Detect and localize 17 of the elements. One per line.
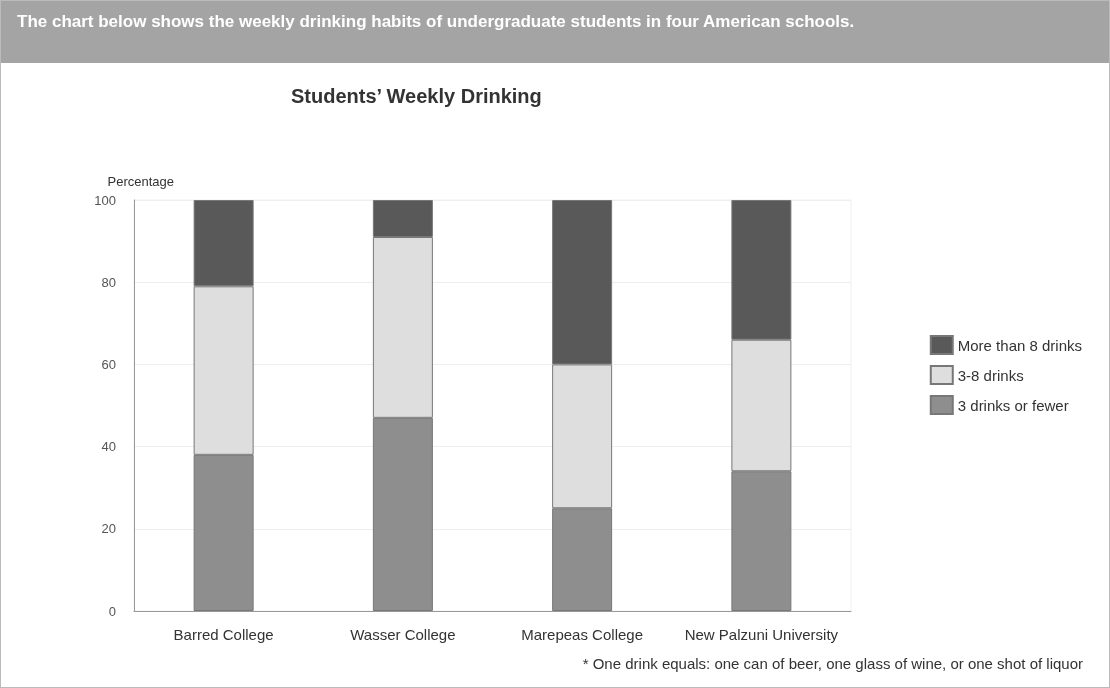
y-tick-label: 20 [101, 521, 116, 537]
y-tick-label: 60 [101, 356, 116, 372]
x-tick-label: New Palzuni University [684, 626, 839, 643]
chart-title: Students’ Weekly Drinking [291, 85, 542, 107]
text: * One drink equals: one can of beer, one glass of wine, or one shot of liquor [582, 655, 1084, 672]
y-tick-label: 40 [101, 439, 116, 455]
x-tick-label: Barred College [173, 626, 274, 643]
y-tick-label: 100 [94, 192, 116, 208]
x-tick-label: Marepeas College [521, 626, 643, 643]
legend-label: 3 drinks or fewer [957, 396, 1069, 414]
legend-label: More than 8 drinks [957, 336, 1083, 354]
x-tick-label: Wasser College [350, 626, 456, 643]
y-axis-title: Percentage [107, 174, 174, 189]
legend-label: 3-8 drinks [957, 366, 1024, 384]
y-tick-label: 80 [101, 274, 116, 290]
y-tick-label: 0 [108, 603, 116, 619]
chart-subtitle: The chart below shows the weekly drinking habits of undergraduate students in four American schools. [1, 1, 1109, 63]
